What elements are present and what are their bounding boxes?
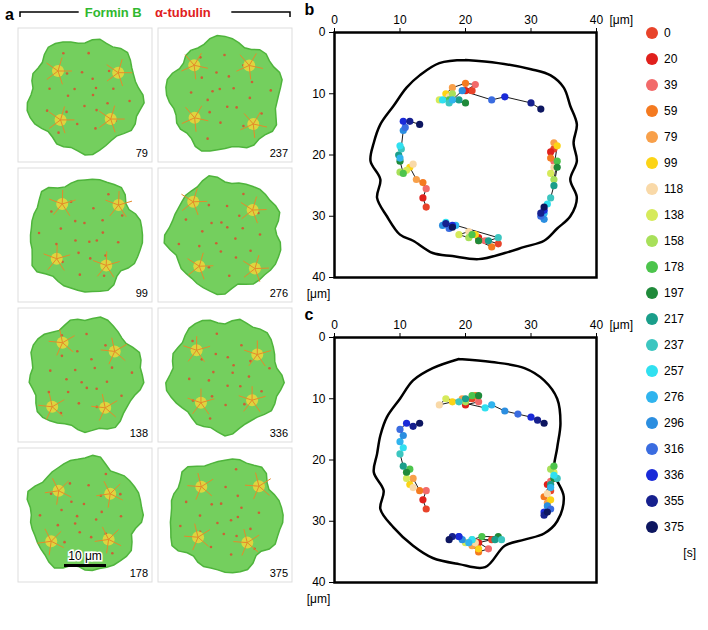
html-text:197: 197 xyxy=(664,286,684,300)
html-text:138: 138 xyxy=(664,208,684,222)
html-text:336: 336 xyxy=(664,468,684,482)
html-text:99: 99 xyxy=(664,156,678,170)
svg-text:40: 40 xyxy=(590,318,604,332)
html-text:296: 296 xyxy=(664,416,684,430)
svg-text:40: 40 xyxy=(590,13,604,27)
html-text:20: 20 xyxy=(664,52,678,66)
svg-text:375: 375 xyxy=(270,567,288,579)
svg-text:30: 30 xyxy=(524,318,538,332)
svg-text:0: 0 xyxy=(331,13,338,27)
html-text:158: 158 xyxy=(664,234,684,248)
svg-text:30: 30 xyxy=(312,514,326,528)
svg-text:10: 10 xyxy=(312,87,326,101)
html-text:0: 0 xyxy=(664,26,671,40)
html-text:276: 276 xyxy=(664,390,684,404)
svg-text:10: 10 xyxy=(393,13,407,27)
svg-text:99: 99 xyxy=(136,287,148,299)
svg-text:[μm]: [μm] xyxy=(307,592,331,606)
svg-text:10 μm: 10 μm xyxy=(68,549,102,563)
svg-text:336: 336 xyxy=(270,427,288,439)
svg-text:Formin B: Formin B xyxy=(85,5,142,20)
svg-text:[μm]: [μm] xyxy=(307,287,331,301)
html-text:39: 39 xyxy=(664,78,678,92)
svg-text:α-tubulin: α-tubulin xyxy=(155,5,211,20)
svg-text:30: 30 xyxy=(312,209,326,223)
html-text:375: 375 xyxy=(664,520,684,534)
svg-text:40: 40 xyxy=(312,270,326,284)
html-text:118: 118 xyxy=(664,182,684,196)
html-text:257: 257 xyxy=(664,364,684,378)
html-text:355: 355 xyxy=(664,494,684,508)
html-text:178: 178 xyxy=(664,260,684,274)
svg-text:138: 138 xyxy=(130,427,148,439)
svg-text:0: 0 xyxy=(319,330,326,344)
svg-text:276: 276 xyxy=(270,287,288,299)
svg-text:20: 20 xyxy=(312,148,326,162)
svg-text:c: c xyxy=(305,307,314,323)
svg-text:40: 40 xyxy=(312,575,326,589)
svg-text:[μm]: [μm] xyxy=(610,13,634,27)
svg-text:0: 0 xyxy=(331,318,338,332)
svg-text:20: 20 xyxy=(459,13,473,27)
svg-text:10: 10 xyxy=(312,392,326,406)
svg-text:20: 20 xyxy=(459,318,473,332)
svg-text:79: 79 xyxy=(136,147,148,159)
svg-text:[μm]: [μm] xyxy=(610,318,634,332)
html-text:217: 217 xyxy=(664,312,684,326)
svg-text:0: 0 xyxy=(319,25,326,39)
svg-text:20: 20 xyxy=(312,453,326,467)
svg-text:30: 30 xyxy=(524,13,538,27)
svg-text:b: b xyxy=(305,2,315,18)
html-text:59: 59 xyxy=(664,104,678,118)
svg-text:a: a xyxy=(5,6,14,23)
svg-text:237: 237 xyxy=(270,147,288,159)
svg-text:178: 178 xyxy=(130,567,148,579)
html-text:[s]: [s] xyxy=(683,546,696,560)
html-text:79: 79 xyxy=(664,130,678,144)
svg-text:10: 10 xyxy=(393,318,407,332)
html-text:237: 237 xyxy=(664,338,684,352)
html-text:316: 316 xyxy=(664,442,684,456)
